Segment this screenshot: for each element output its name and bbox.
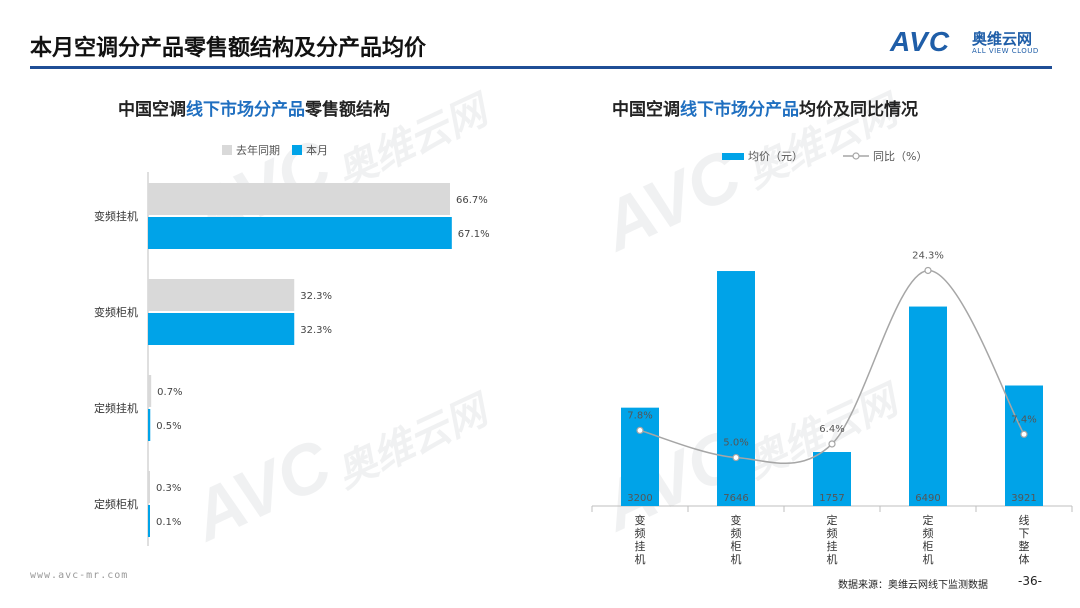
right-combo-chart: 3200 变频挂机 7646 变频柜机 1757 定频挂机 6490 定频柜机 3921 线下整体… [591,250,1073,566]
bar-this-month [148,217,452,249]
price-bar [1005,385,1043,506]
brand-avc-text: AVC [890,26,951,57]
right-chart-title: 中国空调线下市场分产品均价及同比情况 [612,95,918,120]
left-legend: 去年同期 本月 [222,142,340,158]
category-label: 线下整体 [1019,513,1030,566]
yoy-value-label: 7.4% [1011,414,1036,425]
legend-swatch-blue [292,145,302,155]
left-title-part3: 零售额结构 [305,100,390,120]
brand-name-en: ALL VIEW CLOUD [972,47,1039,55]
price-bar [813,452,851,506]
legend-item-yoy: 同比（%） [843,148,927,164]
left-bar-chart: 变频挂机 66.7% 67.1% 变频柜机 32.3% 32.3% 定频挂机 0.7% 0.5%… [94,172,490,546]
footer-source: 数据来源：奥维云网线下监测数据 [838,580,988,591]
yoy-point [732,453,740,462]
brand-logo: AVC 奥维云网 ALL VIEW CLOUD [890,26,1060,60]
right-title-part3: 均价及同比情况 [799,100,918,120]
page-title: 本月空调分产品零售额结构及分产品均价 [30,36,427,61]
price-bar-label: 6490 [915,493,940,504]
bar-value-label: 0.5% [156,421,181,432]
bar-this-month [148,409,151,441]
bar-last-year [148,183,450,215]
bar-value-label: 0.3% [156,483,181,494]
yoy-value-label: 24.3% [912,250,944,261]
price-bar [621,407,659,506]
yoy-value-label: 5.0% [723,438,748,449]
left-title-part2: 线下市场分产品 [186,100,305,120]
bar-value-label: 0.1% [156,517,181,528]
legend-swatch-gray [222,145,232,155]
bar-this-month [148,505,150,537]
footer-url[interactable]: www.avc-mr.com [30,570,129,581]
legend-line-marker-icon [843,152,869,160]
yoy-point [1020,430,1028,438]
category-label: 定频柜机 [923,513,934,566]
category-label: 变频挂机 [94,209,138,223]
category-label: 定频柜机 [94,497,138,511]
legend-swatch-price [722,152,744,160]
price-bar [717,271,755,506]
category-label: 变频柜机 [94,305,138,319]
legend-label-this-month: 本月 [306,144,328,157]
yoy-point [924,266,932,275]
yoy-point [636,426,644,434]
page-number: -36- [1018,574,1042,588]
legend-item-last-year: 去年同期 [222,142,280,158]
price-bar-label: 1757 [819,493,844,504]
yoy-value-label: 7.8% [627,410,652,421]
yoy-value-label: 6.4% [819,424,844,435]
yoy-point [828,440,836,448]
bar-this-month [148,313,295,345]
right-title-part2: 线下市场分产品 [680,100,799,120]
right-legend: 均价（元） 同比（%） [722,148,939,164]
bar-last-year [148,471,150,503]
price-bar-label: 7646 [723,493,748,504]
bar-last-year [148,375,152,407]
legend-item-price: 均价（元） [722,148,803,164]
bar-value-label: 66.7% [456,195,488,206]
category-label: 定频挂机 [94,401,138,415]
price-bar-label: 3921 [1011,493,1036,504]
bar-last-year [148,279,295,311]
right-title-part1: 中国空调 [612,100,680,120]
left-title-part1: 中国空调 [118,100,186,120]
yoy-line [639,269,1025,464]
legend-item-this-month: 本月 [292,142,328,158]
category-label: 变频柜机 [731,513,742,566]
legend-label-last-year: 去年同期 [236,144,280,157]
price-bar [909,306,947,506]
title-divider [30,66,1052,69]
bar-value-label: 0.7% [157,387,182,398]
category-label: 变频挂机 [635,513,646,566]
legend-label-yoy: 同比（%） [873,150,928,163]
bar-value-label: 67.1% [458,229,490,240]
legend-label-price: 均价（元） [748,150,803,163]
brand-name-cn: 奥维云网 [972,30,1033,48]
bar-value-label: 32.3% [300,325,332,336]
price-bar-label: 3200 [627,493,652,504]
bar-value-label: 32.3% [300,291,332,302]
category-label: 定频挂机 [827,513,838,566]
left-chart-title: 中国空调线下市场分产品零售额结构 [118,95,390,120]
